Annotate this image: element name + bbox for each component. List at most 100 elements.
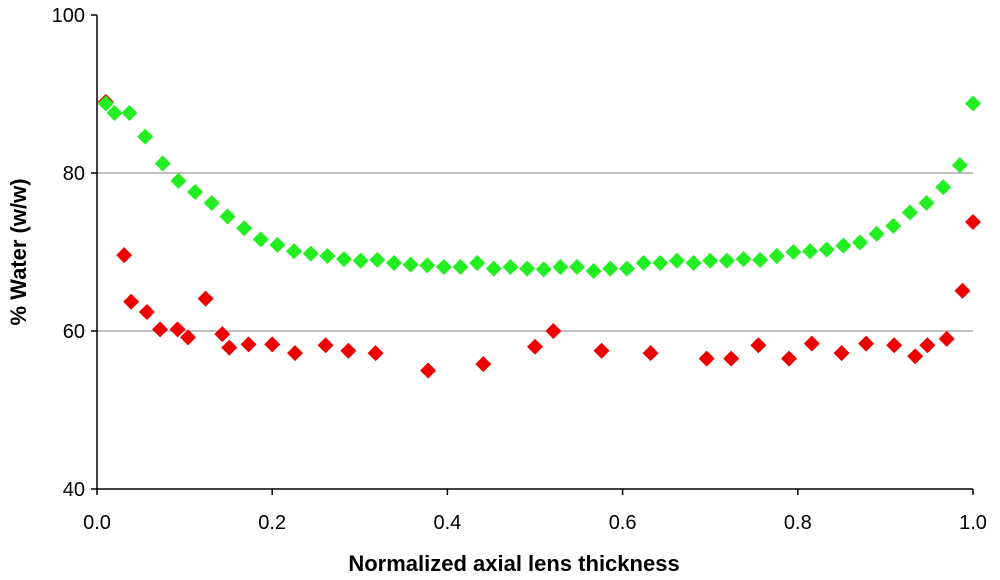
y-tick-label: 100 <box>52 5 85 27</box>
data-point-green <box>106 104 123 121</box>
data-point-red <box>833 345 850 362</box>
data-point-green <box>485 260 502 277</box>
data-point-red <box>116 247 133 264</box>
data-point-red <box>545 323 562 339</box>
data-point-green <box>965 95 981 112</box>
data-point-red <box>698 350 715 367</box>
data-point-green <box>635 255 652 272</box>
data-point-red <box>197 290 214 307</box>
data-point-green <box>286 243 303 260</box>
data-point-red <box>919 337 936 354</box>
data-point-red <box>965 213 981 230</box>
data-point-green <box>785 244 802 260</box>
data-point-green <box>802 243 819 260</box>
data-point-red <box>907 348 924 365</box>
data-point-red <box>221 339 238 356</box>
data-point-green <box>402 256 419 273</box>
data-point-green <box>319 247 336 264</box>
data-point-red <box>152 321 169 338</box>
x-tick-label: 0.4 <box>433 512 461 534</box>
data-point-green <box>236 220 253 237</box>
gridlines <box>97 172 973 332</box>
data-point-red <box>169 321 186 338</box>
data-point-red <box>858 335 875 352</box>
x-tick-label: 0.8 <box>784 512 812 534</box>
data-point-red <box>264 336 281 353</box>
data-point-green <box>868 225 885 242</box>
data-point-green <box>818 241 835 258</box>
data-point-green <box>735 251 752 268</box>
data-point-green <box>535 261 552 278</box>
data-point-green <box>302 245 319 262</box>
data-point-green <box>154 155 171 172</box>
data-point-green <box>121 104 138 121</box>
data-point-green <box>336 251 353 268</box>
data-point-red <box>642 345 659 362</box>
data-point-red <box>475 356 492 373</box>
data-point-green <box>702 252 719 269</box>
x-axis-title: Normalized axial lens thickness <box>348 551 679 576</box>
x-tick-label: 0.2 <box>258 512 286 534</box>
data-point-green <box>685 255 702 272</box>
data-point-green <box>219 208 236 225</box>
data-point-red <box>286 345 303 362</box>
series-green <box>97 95 981 279</box>
data-point-green <box>935 179 952 196</box>
data-point-red <box>340 342 357 359</box>
data-point-red <box>781 350 798 367</box>
data-point-green <box>851 234 868 251</box>
series-red <box>97 93 981 379</box>
data-point-red <box>527 338 543 355</box>
data-point-green <box>452 259 469 276</box>
y-tick-label: 60 <box>63 321 85 343</box>
x-tick-label: 0.6 <box>609 512 637 534</box>
data-point-green <box>835 237 852 254</box>
y-tick-label: 80 <box>63 163 85 185</box>
data-point-green <box>519 260 536 277</box>
y-axis-title: % Water (w/w) <box>6 178 31 325</box>
data-point-red <box>123 293 140 310</box>
data-point-green <box>585 262 602 279</box>
data-point-green <box>569 259 586 276</box>
data-point-green <box>901 204 918 221</box>
data-point-green <box>602 260 619 277</box>
x-tick-label: 0.0 <box>83 512 111 534</box>
data-point-red <box>954 282 971 299</box>
data-point-green <box>668 252 685 269</box>
data-point-green <box>419 257 436 274</box>
data-point-red <box>803 335 820 352</box>
data-point-red <box>317 337 334 354</box>
y-tick-label: 40 <box>63 479 85 501</box>
data-point-green <box>369 251 386 268</box>
data-point-green <box>252 231 269 248</box>
data-point-green <box>768 247 785 264</box>
data-point-green <box>170 172 187 189</box>
data-point-green <box>203 195 220 212</box>
data-point-red <box>750 337 767 354</box>
data-point-green <box>97 95 114 112</box>
data-point-green <box>502 259 519 276</box>
data-point-red <box>180 329 197 346</box>
data-point-green <box>718 252 735 269</box>
data-point-green <box>652 255 669 272</box>
data-point-red <box>240 336 257 353</box>
data-point-green <box>435 259 452 276</box>
data-point-red <box>138 304 155 321</box>
data-point-green <box>618 260 635 277</box>
y-axis-ticks: 40 60 80 100 <box>52 5 97 501</box>
data-point-green <box>187 183 204 200</box>
data-point-red <box>367 345 384 362</box>
data-point-green <box>552 259 569 276</box>
data-point-red <box>420 362 437 379</box>
data-point-green <box>469 255 486 272</box>
data-point-green <box>918 195 935 212</box>
data-point-green <box>885 217 902 234</box>
data-point-green <box>752 251 769 268</box>
data-point-green <box>137 128 154 145</box>
data-point-green <box>352 252 369 269</box>
data-point-red <box>938 330 955 347</box>
data-point-red <box>593 342 610 359</box>
data-point-red <box>886 337 903 354</box>
data-point-green <box>951 157 968 174</box>
